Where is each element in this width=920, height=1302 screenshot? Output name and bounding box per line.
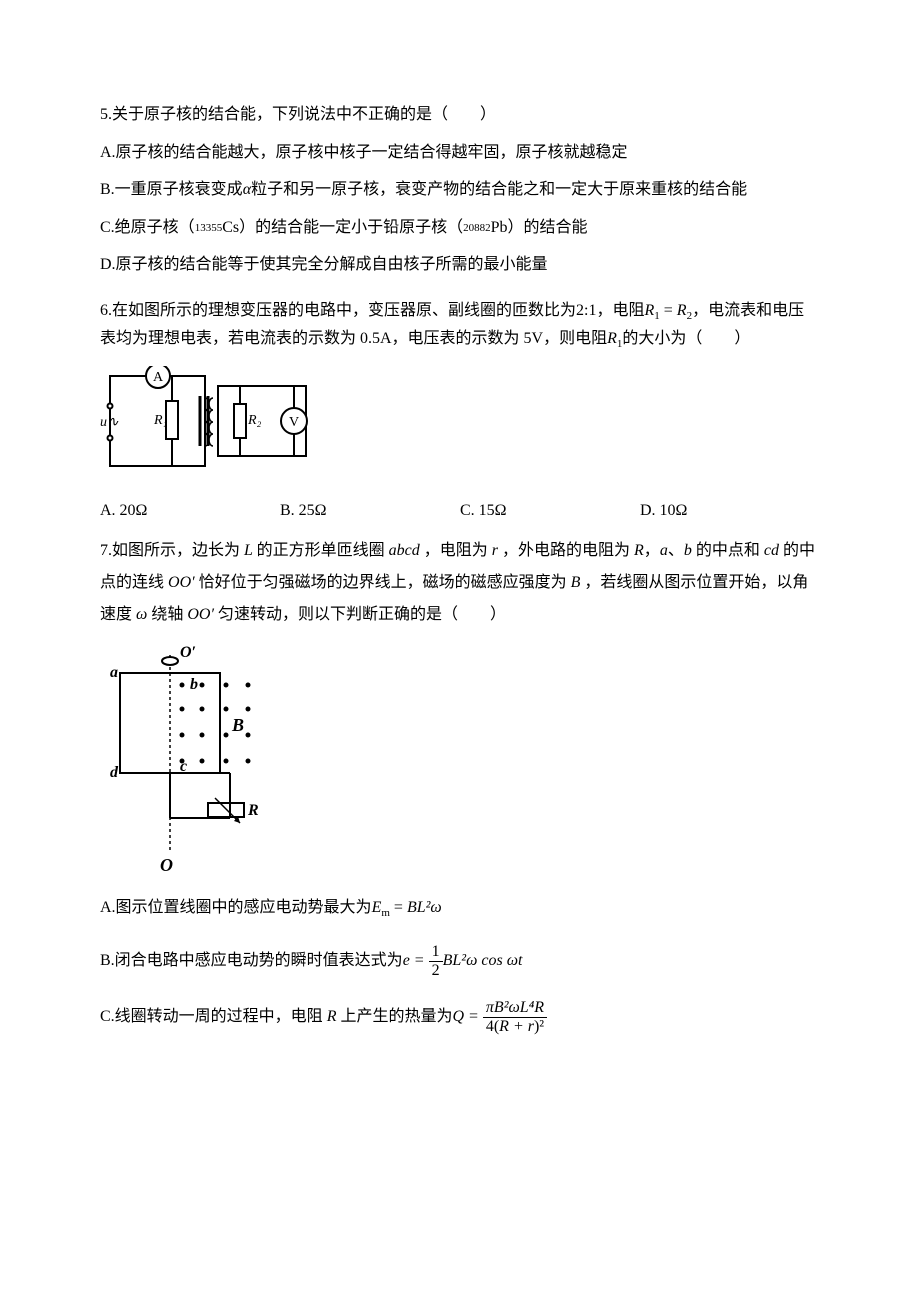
oo-sym2: OO′ xyxy=(183,606,218,623)
r-sym: r xyxy=(488,542,502,559)
q6-circuit-diagram: A u∿ R₁ R₂ V xyxy=(100,366,820,486)
cs-sub: 55 xyxy=(211,222,222,234)
q6-options: A. 20Ω B. 25Ω C. 15Ω D. 10Ω xyxy=(100,498,820,524)
q7c-Q: Q = xyxy=(452,1008,482,1025)
q7-2: ，电阻为 xyxy=(424,542,488,559)
q6-option-c: C. 15Ω xyxy=(460,498,640,524)
frac-num: 1 xyxy=(429,943,443,962)
em-sym: E xyxy=(372,899,382,916)
q6-option-d: D. 10Ω xyxy=(640,498,780,524)
alpha-symbol: α xyxy=(243,181,251,198)
q5-stem: 5.关于原子核的结合能，下列说法中不正确的是（ ） xyxy=(100,102,820,128)
q5-option-c: C.绝原子核（13355Cs）的结合能一定小于铅原子核（20882Pb）的结合能 xyxy=(100,215,820,241)
r1-label: R₁ xyxy=(153,413,167,428)
half-frac: 12 xyxy=(429,943,443,979)
R-label: R xyxy=(247,802,259,819)
r1b-sym: R xyxy=(607,330,617,347)
q7c-num: πB²ωL⁴R xyxy=(483,999,547,1018)
q7-8: 恰好位于匀强磁场的边界线上，磁场的磁感应强度为 xyxy=(199,574,567,591)
q7c-R: R xyxy=(327,1008,337,1025)
abcd: abcd xyxy=(385,542,424,559)
pb-sym: Pb xyxy=(491,219,508,236)
q5-option-a: A.原子核的结合能越大，原子核中核子一定结合得越牢固，原子核就越稳定 xyxy=(100,140,820,166)
q7a-pre: A.图示位置线圈中的感应电动势最大为 xyxy=(100,899,372,916)
r2-label: R₂ xyxy=(247,413,262,428)
q7c-mid: 上产生的热量为 xyxy=(336,1008,452,1025)
q5-b-post: 粒子和另一原子核，衰变产物的结合能之和一定大于原来重核的结合能 xyxy=(251,181,747,198)
q5-c-post: ）的结合能 xyxy=(508,219,588,236)
q7-pre: 7.如图所示，边长为 xyxy=(100,542,240,559)
q7-1: 的正方形单匝线圈 xyxy=(257,542,385,559)
cs-isotope: 13355Cs xyxy=(195,219,239,236)
q7-stem: 7.如图所示，边长为 L 的正方形单匝线圈 abcd ，电阻为 r ，外电路的电… xyxy=(100,535,820,631)
a-sym: a xyxy=(660,542,668,559)
em-sub: m xyxy=(381,907,390,919)
pb-sub: 82 xyxy=(480,222,491,234)
R-sym: R xyxy=(630,542,644,559)
q7c-den-mid: R + r xyxy=(499,1018,534,1035)
q5-c-mid: ）的结合能一定小于铅原子核（ xyxy=(239,219,463,236)
q7b-pre: B.闭合电路中感应电动势的瞬时值表达式为 xyxy=(100,952,403,969)
b-label: b xyxy=(190,676,198,693)
cs-sup: 133 xyxy=(195,222,212,234)
ammeter-label: A xyxy=(153,370,164,385)
q5-b-pre: B.一重原子核衰变成 xyxy=(100,181,243,198)
q6-pre: 6.在如图所示的理想变压器的电路中，变压器原、副线圈的匝数比为 xyxy=(100,302,576,319)
q7-5: 、 xyxy=(668,542,684,559)
B-sym: B xyxy=(567,574,585,591)
eq: = xyxy=(660,302,677,319)
e-eq: e = xyxy=(403,952,429,969)
q7c-pre: C.线圈转动一周的过程中，电阻 xyxy=(100,1008,327,1025)
q7-option-c: C.线圈转动一周的过程中，电阻 R 上产生的热量为Q = πB²ωL⁴R4(R … xyxy=(100,999,820,1035)
pb-sup: 208 xyxy=(463,222,480,234)
r2-sym: R xyxy=(677,302,687,319)
cs-sym: Cs xyxy=(222,219,239,236)
d-label: d xyxy=(110,764,119,781)
q7-3: ，外电路的电阻为 xyxy=(502,542,630,559)
a-label: a xyxy=(110,664,118,681)
q5-option-d: D.原子核的结合能等于使其完全分解成自由核子所需的最小能量 xyxy=(100,252,820,278)
source-label: u∿ xyxy=(100,415,119,430)
q6-mid1: ，电阻 xyxy=(596,302,644,319)
l-sym: L xyxy=(240,542,257,559)
oo-sym: OO′ xyxy=(164,574,199,591)
b-sym: b xyxy=(684,542,696,559)
oprime-label: O′ xyxy=(180,644,196,661)
cd-sym: cd xyxy=(760,542,783,559)
omega-sym: ω xyxy=(132,606,151,623)
q6-option-a: A. 20Ω xyxy=(100,498,280,524)
q6-ratio: 2:1 xyxy=(576,302,596,319)
q5-c-pre: C.绝原子核（ xyxy=(100,219,195,236)
q6-post: 的大小为（ ） xyxy=(622,330,750,347)
r1-sym: R xyxy=(644,302,654,319)
bfield-label: B xyxy=(231,715,244,735)
q5-option-b: B.一重原子核衰变成α粒子和另一原子核，衰变产物的结合能之和一定大于原来重核的结… xyxy=(100,177,820,203)
q7-10: 绕轴 xyxy=(151,606,183,623)
o-label: O xyxy=(160,855,173,875)
q7b-after: BL²ω cos ωt xyxy=(443,952,523,969)
q7-4: ， xyxy=(644,542,660,559)
q7c-frac: πB²ωL⁴R4(R + r)² xyxy=(483,999,547,1035)
voltmeter-label: V xyxy=(289,415,299,430)
q7c-den-post: )² xyxy=(534,1018,544,1035)
pb-isotope: 20882Pb xyxy=(463,219,507,236)
q7-diagram: O′ a b c d B R O xyxy=(100,643,820,883)
q7-6: 的中点和 xyxy=(696,542,760,559)
q7-11: 匀速转动，则以下判断正确的是（ ） xyxy=(218,606,506,623)
q7c-den: 4(R + r)² xyxy=(483,1018,547,1036)
frac-den: 2 xyxy=(429,962,443,980)
em-eq: = xyxy=(390,899,407,916)
q7c-den-pre: 4( xyxy=(486,1018,499,1035)
q7-option-b: B.闭合电路中感应电动势的瞬时值表达式为e = 12BL²ω cos ωt xyxy=(100,943,820,979)
q6-option-b: B. 25Ω xyxy=(280,498,460,524)
q6-stem: 6.在如图所示的理想变压器的电路中，变压器原、副线圈的匝数比为2:1，电阻R1 … xyxy=(100,298,820,354)
em-expr: BL²ω xyxy=(407,899,442,916)
q7-option-a: A.图示位置线圈中的感应电动势最大为Em = BL²ω xyxy=(100,895,820,923)
